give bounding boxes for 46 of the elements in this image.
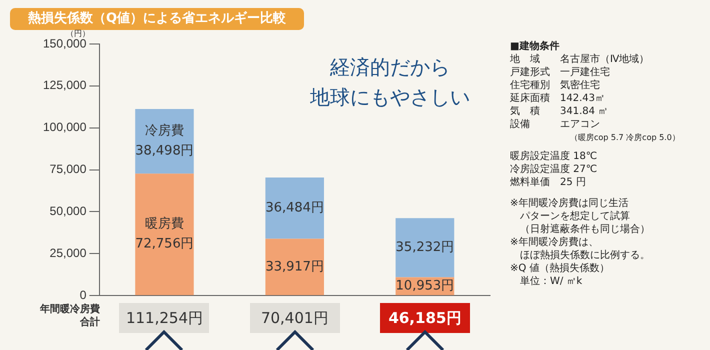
data-label: 10,953円 [396,278,454,294]
text: パターンを想定して試算 [519,210,631,223]
total-label: 46,185円 [380,303,470,333]
y-tick-label: 75,000 [50,162,87,176]
text: 燃料単価 25 円 [510,176,587,189]
series-label: 暖房費 [144,216,184,232]
text: ※Q 値（熱損失係数） [510,262,610,275]
bar [135,174,194,296]
text: 設備 エアコン [510,118,601,131]
chart-title: 熱損失係数（Q値）による省エネルギー比較 [10,8,304,30]
text: 地 域 名古屋市（Ⅳ地域） [510,53,650,66]
bar [265,238,324,296]
data-label: 72,756円 [135,236,194,252]
text: ※年間暖冷房費は同じ生活 [510,197,630,210]
y-tick-label: 100,000 [42,120,87,134]
text: 戸建形式 一戸建住宅 [510,66,611,79]
y-tick-label: 25,000 [50,246,87,260]
bar [396,218,454,278]
total-label: 111,254円 [119,303,210,333]
y-axis-title: （円） [66,29,90,38]
text: 住宅種別 気密住宅 [510,79,601,92]
bar [265,178,324,239]
data-label: 35,232円 [396,240,454,256]
y-tick-label: 150,000 [42,36,87,50]
total-label: 70,401円 [250,303,340,333]
text: （暖房cop 5.7 冷房cop 5.0） [569,132,681,144]
text: 単位：W/ ㎡k [519,275,584,288]
series-label: 冷房費 [144,122,184,139]
text: ※年間暖冷房費は、 [510,236,600,249]
text: 合計 [79,316,100,329]
text: ■建物条件 [510,40,560,53]
annotation: 地球にもやさしい [309,84,471,111]
data-label: 36,484円 [265,200,324,216]
text: ほぼ熱損失係数に比例する。 [519,249,651,262]
annotation: 経済的だから [329,54,451,81]
text: （日射遮蔽条件も同じ場合） [519,223,651,236]
text: 冷房設定温度 27℃ [510,163,598,176]
text: 年間暖冷房費 [38,303,100,316]
data-label: 38,498円 [135,144,194,159]
data-label: 33,917円 [265,259,324,274]
y-tick-label: 125,000 [42,78,87,92]
text: 暖房設定温度 18℃ [510,150,598,163]
text: 延床面積 142.43㎡ [510,92,606,105]
y-tick-label: 50,000 [50,204,87,218]
y-tick-label: 0 [80,288,87,302]
text: 気 積 341.84 ㎥ [510,105,610,118]
